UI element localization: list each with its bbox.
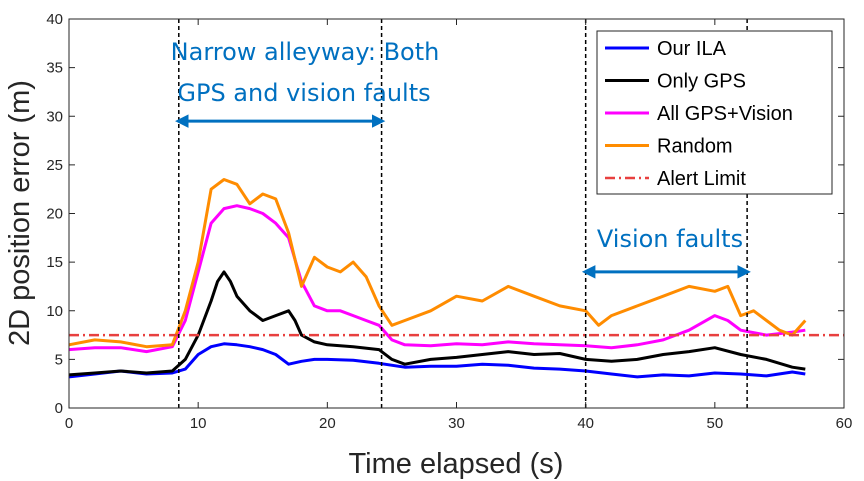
x-tick-label-60: 60 <box>836 415 853 432</box>
legend-label-alert-limit: Alert Limit <box>657 168 746 190</box>
x-tick-label-10: 10 <box>190 415 207 432</box>
legend-item-random: Random <box>605 136 733 158</box>
series-our-ila <box>68 342 806 379</box>
y-tick-label-40: 40 <box>46 11 63 28</box>
legend-item-alert-limit: Alert Limit <box>605 168 746 190</box>
x-tick-label-0: 0 <box>65 415 73 432</box>
legend-label-random: Random <box>657 136 733 158</box>
series-only-gps <box>68 270 806 377</box>
annotation-narrow-alleyway: Narrow alleyway: Both GPS and vision fau… <box>171 38 440 128</box>
y-tick-label-15: 15 <box>46 254 63 271</box>
x-tick-label-50: 50 <box>706 415 723 432</box>
x-tick-label-40: 40 <box>577 415 594 432</box>
legend-item-all-gps-vision: All GPS+Vision <box>605 103 793 125</box>
legend-item-only-gps: Only GPS <box>605 71 746 93</box>
axis-ticks: 0 10 20 30 40 50 60 0 5 10 15 20 25 30 35 40 <box>46 11 852 432</box>
legend: Our ILA Only GPS All GPS+Vision Random Alert… <box>596 30 833 195</box>
legend-label-our-ila: Our ILA <box>657 38 727 60</box>
annotation-vision-faults: Vision faults <box>581 225 751 279</box>
annotation-narrow-alleyway-line2: GPS and vision faults <box>177 79 430 107</box>
series-layer <box>68 178 844 379</box>
annotation-vision-faults-text: Vision faults <box>597 225 743 253</box>
x-tick-label-30: 30 <box>448 415 465 432</box>
legend-label-all-gps-vision: All GPS+Vision <box>657 103 793 125</box>
legend-items: Our ILA Only GPS All GPS+Vision Random Alert… <box>605 38 793 190</box>
plot-frame <box>68 18 845 409</box>
y-tick-label-30: 30 <box>46 108 63 125</box>
y-tick-label-20: 20 <box>46 206 63 223</box>
y-tick-label-35: 35 <box>46 60 63 77</box>
series-random <box>68 178 807 349</box>
y-tick-label-5: 5 <box>55 351 63 368</box>
annotation-narrow-alleyway-line1: Narrow alleyway: Both <box>171 38 440 66</box>
y-tick-label-0: 0 <box>55 400 63 417</box>
y-tick-label-25: 25 <box>46 157 63 174</box>
x-tick-label-20: 20 <box>319 415 336 432</box>
legend-label-only-gps: Only GPS <box>657 71 746 93</box>
y-axis-label: 2D position error (m) <box>4 80 36 346</box>
legend-item-our-ila: Our ILA <box>605 38 727 60</box>
y-tick-label-10: 10 <box>46 303 63 320</box>
x-axis-label: Time elapsed (s) <box>349 448 564 480</box>
